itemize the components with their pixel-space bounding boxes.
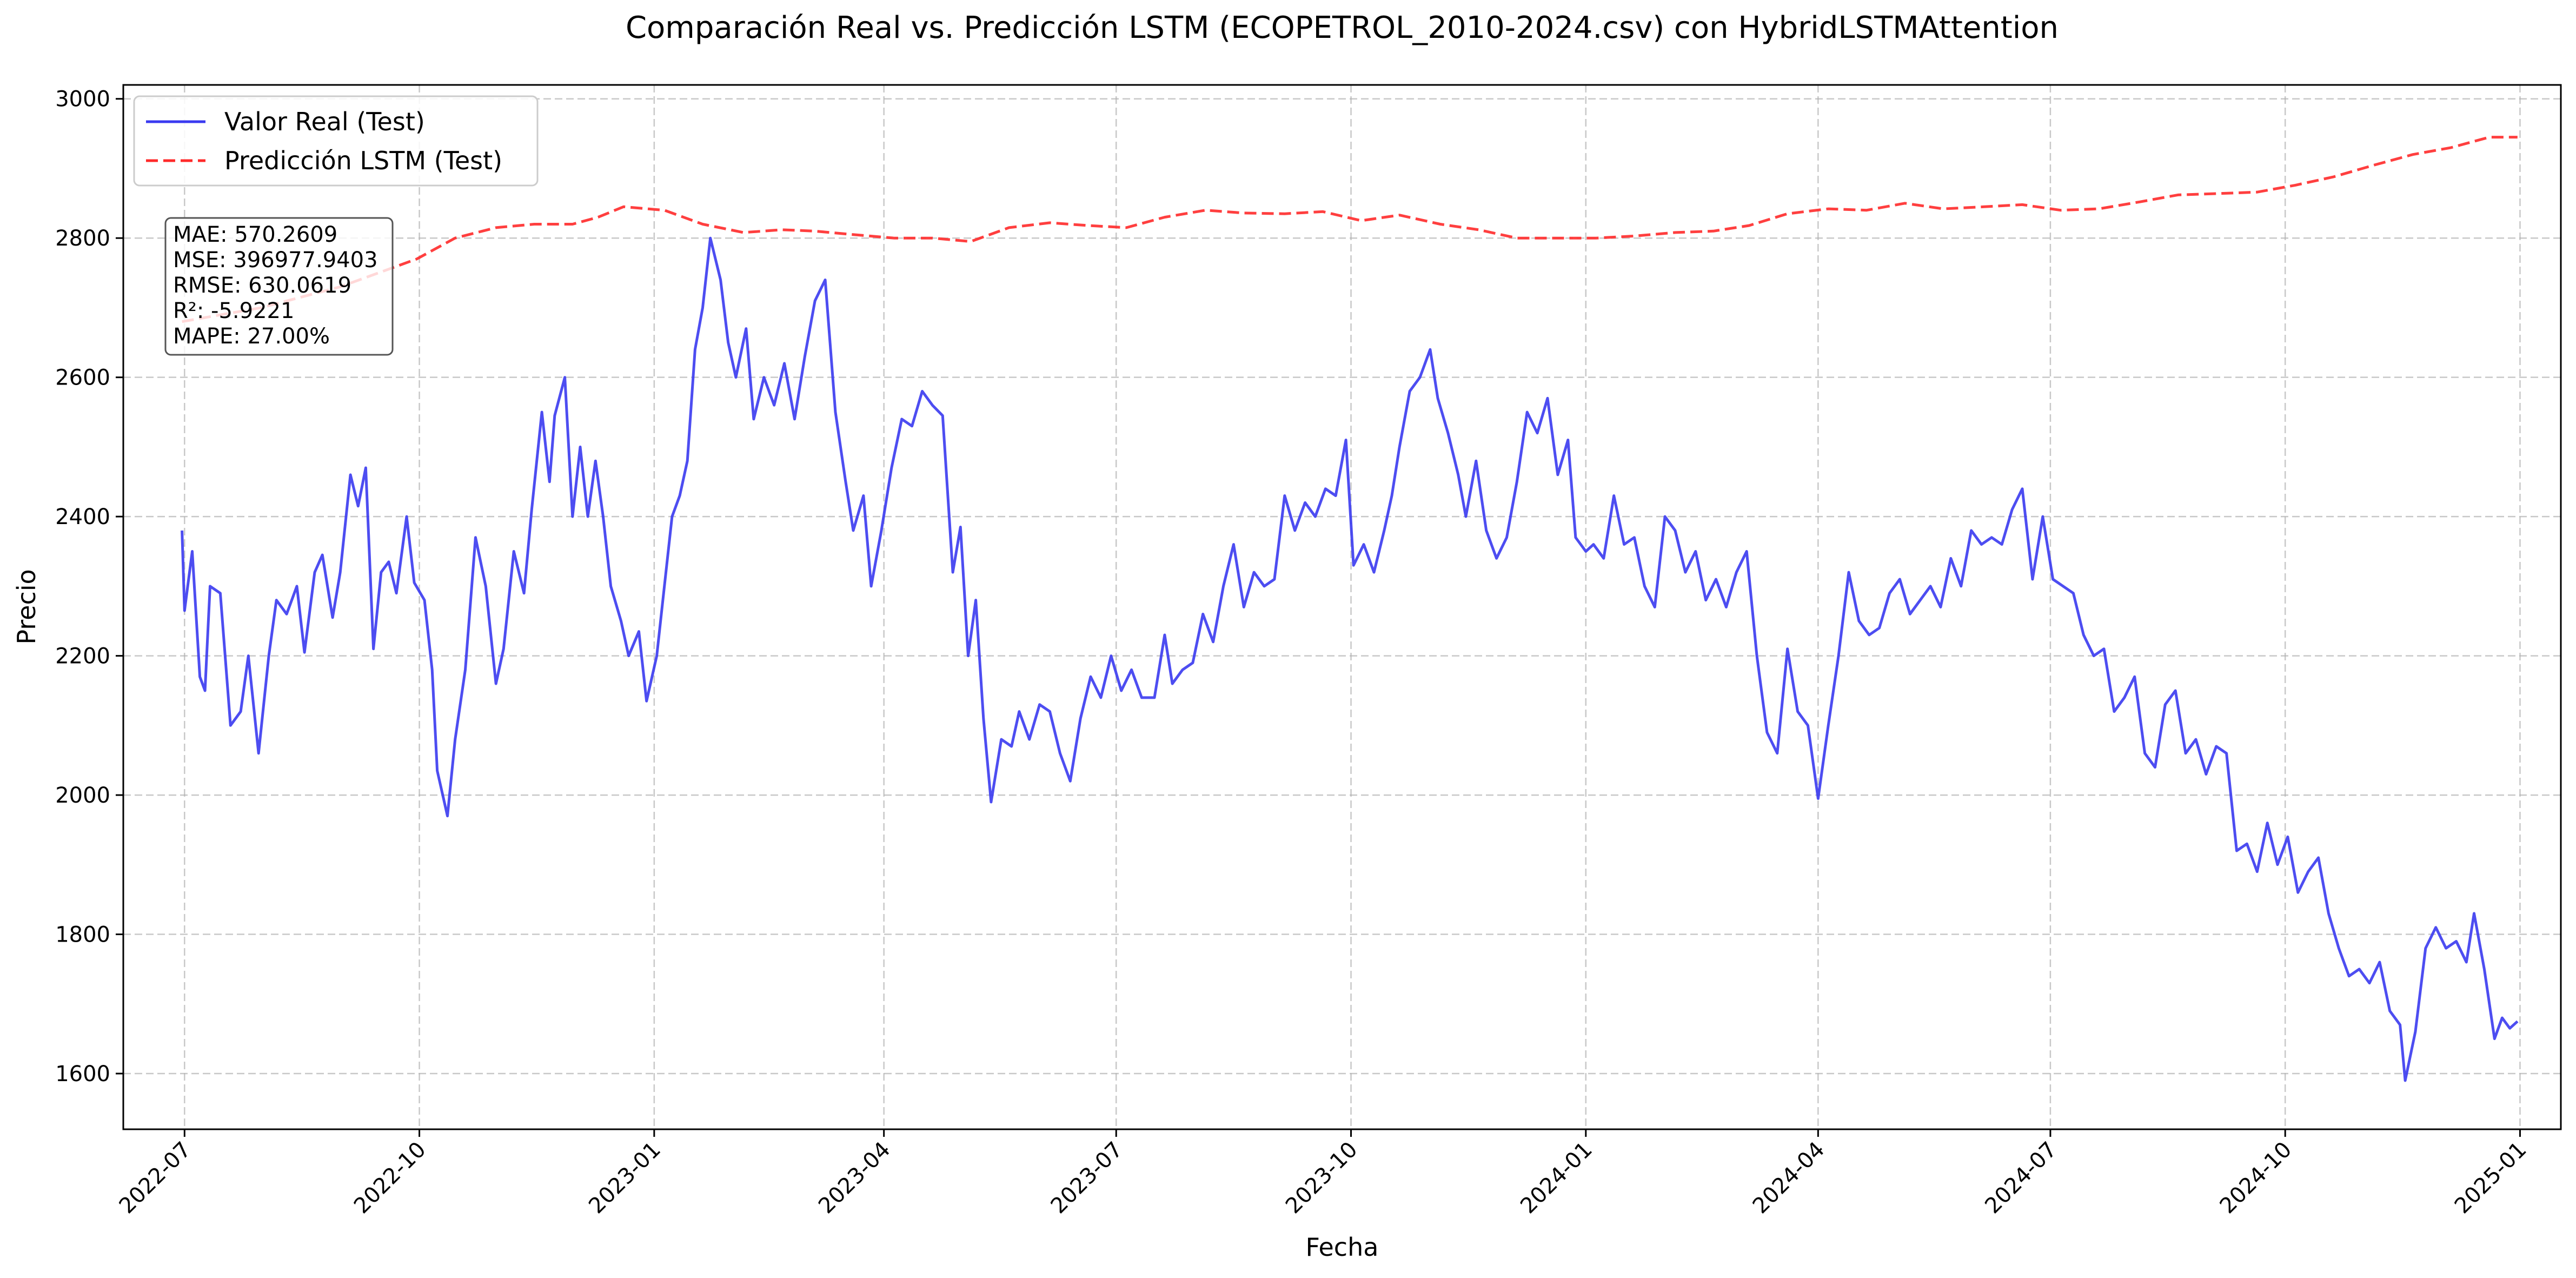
metric-mape: MAPE: 27.00% [173, 324, 330, 349]
legend-label-prediction: Predicción LSTM (Test) [224, 146, 502, 175]
y-axis-label: Precio [12, 569, 41, 644]
y-tick-label: 2800 [55, 226, 110, 251]
metrics-box: MAE: 570.2609 MSE: 396977.9403 RMSE: 630… [164, 217, 394, 356]
y-tick-label: 2400 [55, 505, 110, 529]
x-axis-label: Fecha [1306, 1233, 1379, 1262]
grid [123, 85, 2561, 1129]
plot-area-frame [122, 84, 2562, 1130]
y-tick-label: 2200 [55, 644, 110, 669]
y-tick-label: 1800 [55, 923, 110, 948]
series-line-prediction [182, 136, 2518, 323]
y-tick-label: 1600 [55, 1062, 110, 1087]
y-tick-label: 3000 [55, 87, 110, 112]
y-tick-label: 2600 [55, 366, 110, 390]
metrics-box-frame [164, 217, 394, 356]
y-tick-label: 2000 [55, 783, 110, 808]
metric-rmse: RMSE: 630.0619 [173, 273, 351, 298]
metric-mse: MSE: 396977.9403 [173, 248, 378, 273]
series-line-real [181, 236, 2519, 1082]
series-layer [181, 136, 2519, 1082]
legend-box [133, 95, 539, 187]
legend-label-real: Valor Real (Test) [224, 107, 425, 136]
metric-mae: MAE: 570.2609 [173, 222, 337, 247]
legend: Valor Real (Test) Predicción LSTM (Test) [133, 95, 539, 187]
metric-r2: R²: -5.9221 [173, 299, 294, 323]
chart-title: Comparación Real vs. Predicción LSTM (EC… [626, 10, 2059, 45]
